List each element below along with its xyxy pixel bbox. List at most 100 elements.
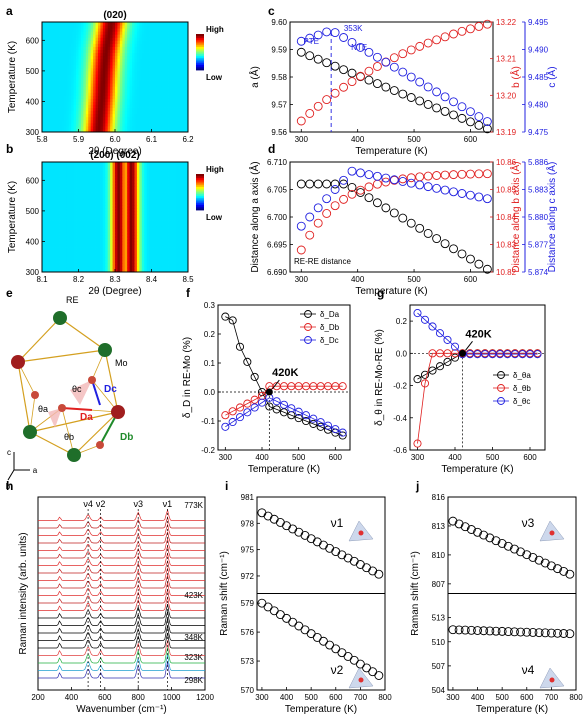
heatmap-cell xyxy=(183,70,186,75)
heatmap-cell xyxy=(73,52,77,57)
heatmap-cell xyxy=(78,34,82,38)
heatmap-cell xyxy=(44,77,48,81)
heatmap-cell xyxy=(119,34,123,38)
data-point xyxy=(265,402,274,411)
heatmap-cell xyxy=(183,183,186,187)
heatmap-cell xyxy=(146,37,150,41)
heatmap-cell xyxy=(168,177,172,181)
heatmap-cell xyxy=(59,49,62,53)
heatmap-cell xyxy=(66,183,70,187)
heatmap-cell xyxy=(136,189,140,193)
heatmap-cell xyxy=(78,119,82,124)
heatmap-cell xyxy=(166,201,169,206)
heatmap-cell xyxy=(122,58,126,63)
data-point-left xyxy=(389,86,399,95)
heatmap-cell xyxy=(132,107,135,112)
heatmap-cell xyxy=(107,256,111,261)
heatmap-cell xyxy=(119,80,123,84)
heatmap-cell xyxy=(115,64,118,69)
heatmap-cell xyxy=(71,259,75,264)
heatmap-cell xyxy=(134,49,138,53)
heatmap-cell xyxy=(185,241,189,245)
heatmap-cell xyxy=(100,177,104,181)
heatmap-cell xyxy=(80,64,84,69)
heatmap-cell xyxy=(136,107,140,112)
heatmap-cell xyxy=(115,195,118,200)
heatmap-cell xyxy=(129,67,133,72)
heatmap-cell xyxy=(80,180,84,184)
heatmap-cell xyxy=(78,113,82,118)
heatmap-cell xyxy=(78,55,82,60)
heatmap-cell xyxy=(168,244,172,248)
heatmap-cell xyxy=(117,64,121,69)
heatmap-cell xyxy=(180,31,184,35)
x-axis-label: Temperature (K) xyxy=(355,146,427,157)
heatmap-cell xyxy=(112,40,116,44)
y-tick-label: 6.695 xyxy=(267,241,288,250)
heatmap-cell xyxy=(102,241,106,245)
heatmap-cell xyxy=(42,73,45,78)
heatmap-cell xyxy=(73,217,77,221)
heatmap-cell xyxy=(158,180,162,184)
heatmap-cell xyxy=(149,73,152,78)
heatmap-cell xyxy=(132,125,135,130)
heatmap-cell xyxy=(163,31,167,35)
heatmap-cell xyxy=(80,229,84,233)
heatmap-cell xyxy=(139,61,143,66)
heatmap-cell xyxy=(112,89,116,93)
heatmap-cell xyxy=(136,268,140,273)
heatmap-cell xyxy=(54,122,57,127)
heatmap-cell xyxy=(59,73,62,78)
heatmap-cell xyxy=(170,55,174,60)
heatmap-cell xyxy=(134,125,138,130)
heatmap-cell xyxy=(134,113,138,118)
heatmap-cell xyxy=(158,189,162,193)
heatmap-cell xyxy=(80,232,84,236)
heatmap-cell xyxy=(93,113,96,118)
heatmap-cell xyxy=(141,43,145,47)
heatmap-cell xyxy=(146,165,150,169)
heatmap-cell xyxy=(158,28,162,32)
heatmap-cell xyxy=(168,217,172,221)
heatmap-cell xyxy=(90,101,94,105)
heatmap-cell xyxy=(78,116,82,121)
heatmap-cell xyxy=(66,207,70,212)
heatmap-cell xyxy=(61,220,65,224)
heatmap-cell xyxy=(158,107,162,112)
heatmap-cell xyxy=(178,259,182,264)
heatmap-cell xyxy=(107,122,111,127)
heatmap-cell xyxy=(56,250,60,255)
heatmap-cell xyxy=(173,34,177,38)
heatmap-cell xyxy=(136,201,140,206)
heatmap-cell xyxy=(166,64,169,69)
heatmap-cell xyxy=(163,89,167,93)
heatmap-cell xyxy=(68,174,72,178)
heatmap-cell xyxy=(149,46,152,50)
heatmap-cell xyxy=(134,210,138,215)
heatmap-cell xyxy=(63,125,67,130)
heatmap-cell xyxy=(153,186,157,190)
heatmap-cell xyxy=(110,177,113,181)
heatmap-cell xyxy=(59,259,62,264)
heatmap-cell xyxy=(185,22,189,26)
right-axis-label-2: c (Å) xyxy=(545,66,558,87)
heatmap-cell xyxy=(78,174,82,178)
x-tick-label: 300 xyxy=(295,275,309,284)
colorbar-cell xyxy=(196,202,204,205)
heatmap-cell xyxy=(141,46,145,50)
heatmap-cell xyxy=(146,125,150,130)
heatmap-cell xyxy=(119,67,123,72)
heatmap-cell xyxy=(78,98,82,102)
heatmap-cell xyxy=(180,180,184,184)
heatmap-cell xyxy=(85,213,89,218)
heatmap-cell xyxy=(156,177,160,181)
heatmap-cell xyxy=(63,122,67,127)
heatmap-cell xyxy=(112,64,116,69)
mode-label: ν2 xyxy=(96,499,106,509)
heatmap-cell xyxy=(124,25,128,29)
heatmap-cell xyxy=(112,247,116,252)
heatmap-cell xyxy=(166,25,169,29)
heatmap-cell xyxy=(151,49,155,53)
heatmap-cell xyxy=(122,207,126,212)
heatmap-cell xyxy=(88,229,92,233)
